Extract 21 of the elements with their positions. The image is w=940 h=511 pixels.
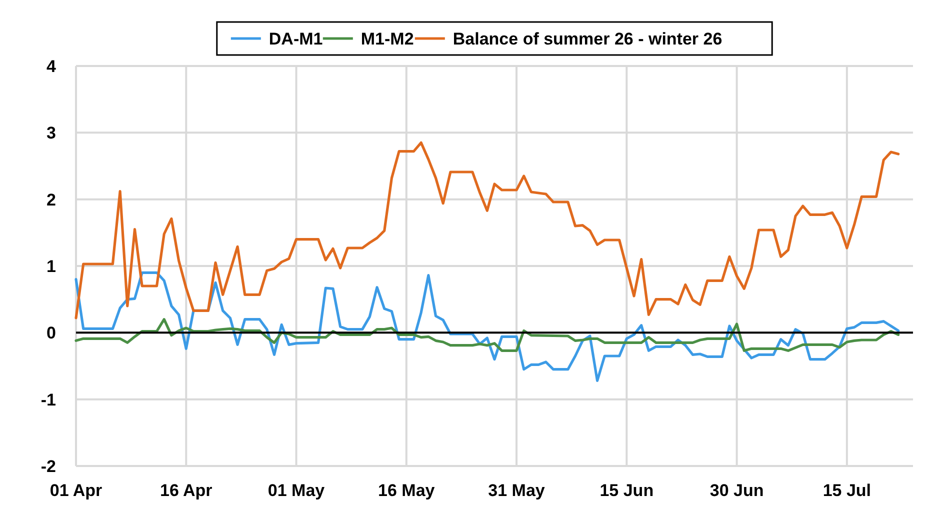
legend-label: M1-M2: [360, 29, 414, 48]
y-tick-label: 0: [46, 324, 56, 343]
line-series: [74, 271, 900, 382]
y-tick-label: 4: [46, 56, 57, 76]
x-tick-label: 01 Apr: [50, 481, 103, 500]
x-tick-label: 16 May: [378, 481, 436, 500]
legend-label: DA-M1: [268, 29, 323, 48]
y-tick-label: 1: [46, 256, 56, 276]
x-tick-label: 16 Apr: [160, 481, 213, 500]
x-tick-label: 30 Jun: [710, 481, 764, 500]
x-tick-label: 01 May: [268, 481, 326, 500]
y-tick-label: -1: [40, 390, 56, 410]
y-tick-label: 2: [46, 190, 56, 210]
x-tick-label: 15 Jul: [822, 481, 872, 500]
y-tick-label: -2: [40, 456, 56, 476]
x-tick-label: 31 May: [488, 481, 546, 500]
line-series: [74, 141, 900, 320]
y-tick-label: 3: [46, 124, 56, 143]
x-tick-label: 15 Jun: [600, 481, 654, 500]
legend-label: Balance of summer 26 - winter 26: [452, 29, 722, 48]
line-series: [74, 318, 900, 352]
